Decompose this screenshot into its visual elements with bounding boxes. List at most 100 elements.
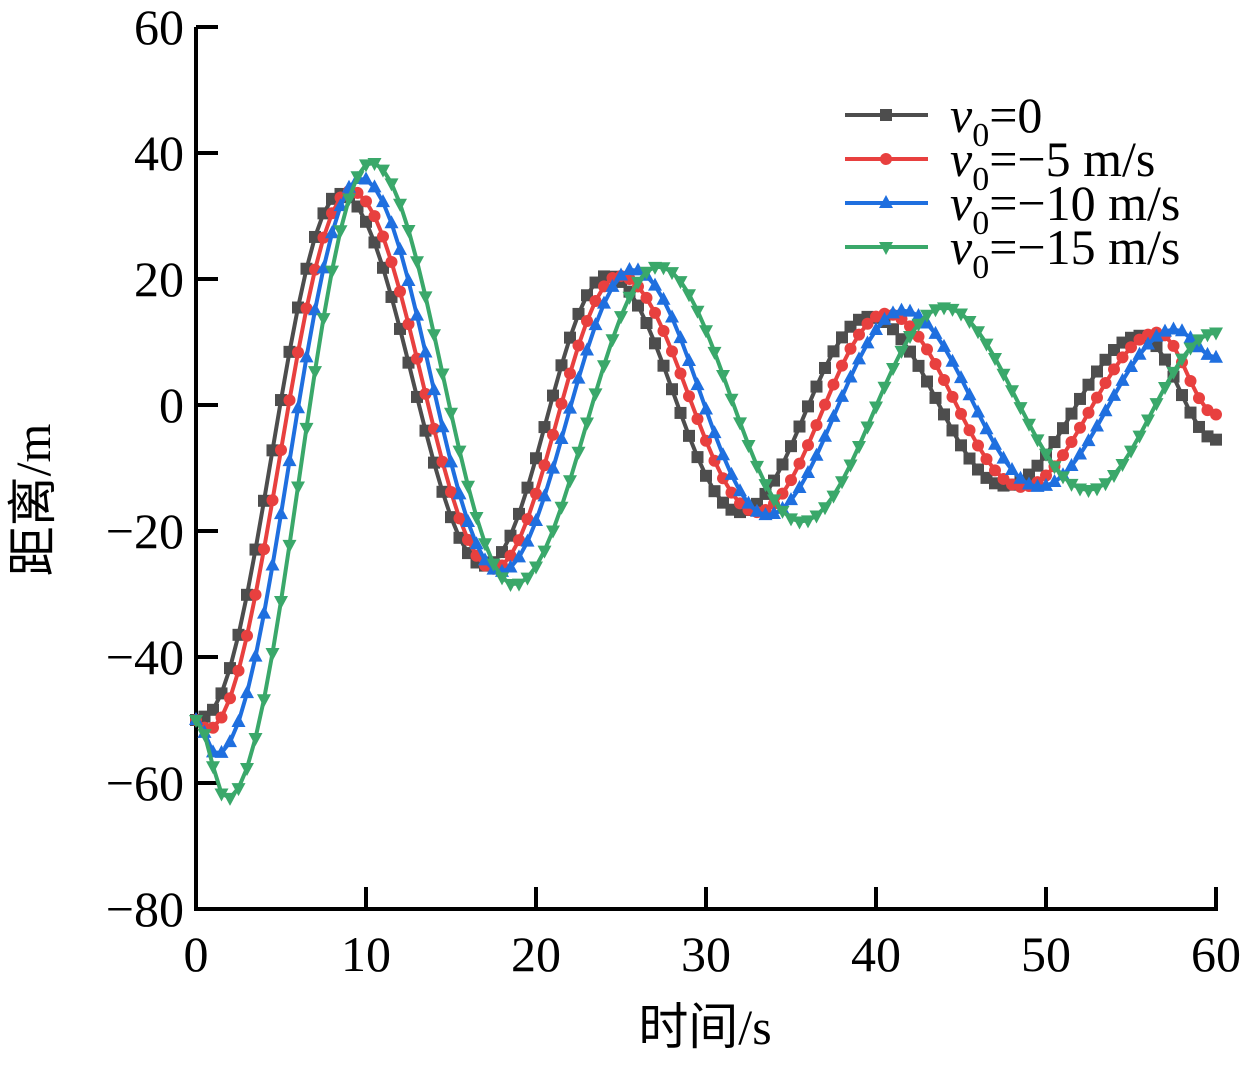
triangle-down-marker bbox=[529, 561, 543, 575]
triangle-down-marker bbox=[1183, 342, 1198, 356]
circle-marker bbox=[793, 457, 806, 470]
legend-label: v0=−10 m/s bbox=[950, 175, 1180, 242]
triangle-up-marker bbox=[223, 734, 237, 748]
triangle-up-marker bbox=[971, 404, 985, 418]
triangle-down-marker bbox=[843, 459, 858, 473]
triangle-down-marker bbox=[240, 762, 254, 776]
triangle-up-marker bbox=[648, 277, 662, 291]
triangle-down-marker bbox=[979, 338, 994, 352]
circle-marker bbox=[819, 398, 831, 411]
circle-marker bbox=[232, 664, 245, 677]
triangle-down-marker bbox=[801, 515, 815, 529]
triangle-down-marker bbox=[1098, 478, 1113, 492]
triangle-up-marker bbox=[571, 370, 586, 384]
square-marker bbox=[776, 458, 789, 471]
circle-marker bbox=[1184, 375, 1197, 388]
triangle-down-marker bbox=[988, 352, 1002, 366]
square-marker bbox=[938, 408, 950, 421]
y-tick-label: 0 bbox=[159, 377, 184, 433]
square-marker bbox=[1184, 406, 1197, 419]
legend-label: v0=0 bbox=[950, 87, 1042, 154]
triangle-down-marker bbox=[486, 558, 501, 572]
square-marker bbox=[368, 236, 381, 249]
circle-marker bbox=[1099, 377, 1112, 390]
triangle-down-marker bbox=[733, 417, 747, 431]
circle-marker bbox=[929, 358, 942, 371]
triangle-down-marker bbox=[1200, 329, 1215, 343]
square-marker bbox=[445, 511, 457, 524]
triangle-down-marker bbox=[554, 501, 569, 515]
circle-marker bbox=[1125, 341, 1137, 354]
square-marker bbox=[377, 261, 389, 274]
triangle-down-marker bbox=[928, 304, 943, 318]
circle-marker bbox=[283, 394, 296, 407]
circle-marker bbox=[921, 343, 933, 356]
triangle-up-marker bbox=[724, 466, 739, 480]
circle-marker bbox=[377, 230, 389, 243]
triangle-up-marker bbox=[1098, 403, 1113, 417]
square-marker bbox=[640, 317, 653, 330]
triangle-down-marker bbox=[792, 516, 807, 530]
square-marker bbox=[768, 474, 780, 487]
triangle-down-marker bbox=[1013, 402, 1028, 416]
square-marker bbox=[513, 507, 525, 520]
circle-marker bbox=[955, 407, 967, 420]
circle-marker bbox=[972, 439, 984, 452]
triangle-down-marker bbox=[971, 326, 985, 340]
triangle-up-marker bbox=[673, 330, 688, 344]
triangle-up-marker bbox=[690, 377, 705, 391]
circle-marker bbox=[1082, 406, 1095, 419]
triangle-up-marker bbox=[903, 303, 917, 317]
triangle-up-marker bbox=[996, 450, 1011, 464]
circle-marker bbox=[258, 543, 270, 556]
circle-marker bbox=[572, 339, 585, 352]
circle-marker bbox=[683, 390, 695, 403]
triangle-down-marker bbox=[1030, 434, 1045, 448]
circle-marker bbox=[249, 588, 262, 601]
series-3 bbox=[189, 158, 1223, 806]
triangle-up-marker bbox=[444, 454, 458, 468]
triangle-down-marker bbox=[546, 525, 560, 539]
circle-marker bbox=[785, 474, 797, 487]
triangle-up-marker bbox=[741, 495, 756, 509]
triangle-down-marker bbox=[452, 445, 467, 459]
triangle-down-marker bbox=[682, 289, 696, 303]
triangle-down-marker bbox=[741, 439, 756, 453]
circle-marker bbox=[1091, 391, 1103, 404]
square-marker bbox=[547, 389, 559, 402]
triangle-up-marker bbox=[733, 483, 747, 497]
legend-entry: v0=−10 m/s bbox=[845, 175, 1180, 242]
square-marker bbox=[955, 439, 967, 452]
triangle-down-marker bbox=[469, 512, 484, 526]
circle-marker bbox=[1193, 392, 1205, 405]
circle-marker bbox=[810, 419, 823, 432]
square-marker bbox=[555, 359, 568, 372]
square-marker bbox=[564, 331, 576, 344]
square-marker bbox=[946, 424, 959, 437]
triangle-down-marker bbox=[588, 388, 603, 402]
triangle-down-marker bbox=[920, 309, 934, 323]
legend: v0=0v0=−5 m/sv0=−10 m/sv0=−15 m/s bbox=[845, 87, 1180, 286]
triangle-up-marker bbox=[1073, 446, 1087, 460]
circle-marker bbox=[1040, 469, 1052, 482]
triangle-up-marker bbox=[809, 447, 824, 461]
triangle-down-marker bbox=[197, 729, 212, 743]
x-tick-label: 40 bbox=[851, 926, 901, 982]
circle-marker bbox=[224, 692, 236, 705]
triangle-up-marker bbox=[1107, 387, 1121, 401]
circle-marker bbox=[946, 390, 959, 403]
triangle-down-marker bbox=[563, 475, 577, 489]
triangle-down-marker bbox=[945, 303, 960, 317]
circle-marker bbox=[691, 412, 704, 425]
triangle-up-marker bbox=[461, 514, 475, 528]
square-marker bbox=[880, 109, 892, 121]
triangle-down-marker bbox=[1039, 448, 1053, 462]
triangle-up-marker bbox=[1081, 433, 1096, 447]
triangle-down-marker bbox=[818, 502, 832, 516]
triangle-down-marker bbox=[1005, 385, 1019, 399]
circle-marker bbox=[649, 306, 661, 319]
triangle-up-marker bbox=[282, 453, 297, 467]
circle-marker bbox=[853, 328, 865, 341]
triangle-down-marker bbox=[716, 369, 730, 383]
